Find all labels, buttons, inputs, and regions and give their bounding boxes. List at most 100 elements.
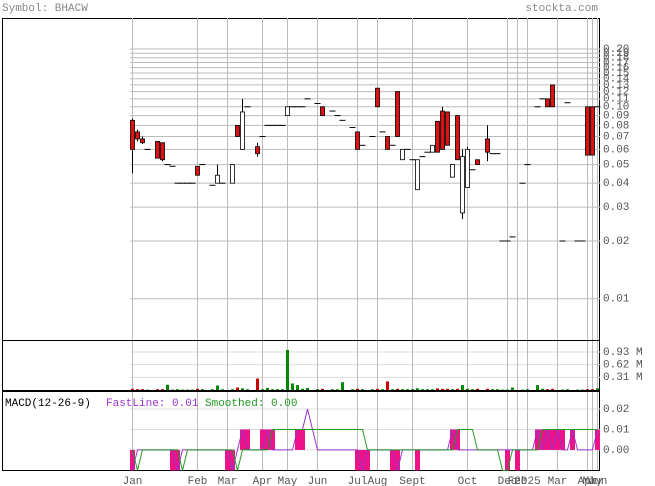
candle-body	[455, 115, 460, 161]
candle-body	[240, 111, 245, 150]
volume-bar	[141, 389, 144, 390]
candle-body	[255, 146, 260, 155]
volume-bar	[421, 389, 424, 390]
volume-bar	[486, 388, 489, 390]
macd-histogram-bar	[300, 429, 305, 450]
macd-histogram-bar	[175, 449, 180, 471]
candle-body	[435, 120, 440, 153]
y-tick-label: 0.62 M	[603, 360, 643, 372]
candle-body	[485, 138, 490, 153]
macd-histogram-bar	[170, 449, 175, 471]
x-tick-label: 2025	[514, 476, 540, 486]
y-tick-label: 0.06	[603, 144, 629, 156]
candle-body	[430, 144, 435, 153]
volume-bar	[586, 389, 589, 390]
x-tick-label: Apr	[253, 476, 273, 486]
volume-bar	[136, 389, 139, 390]
volume-bar	[341, 382, 344, 390]
volume-bar	[161, 389, 164, 390]
volume-bar	[176, 389, 179, 390]
volume-bar	[361, 389, 364, 390]
volume-bar	[231, 389, 234, 390]
x-tick-label: Dec	[498, 476, 518, 486]
macd-histogram-bar	[365, 449, 370, 471]
volume-bar	[291, 383, 294, 390]
volume-bar	[466, 388, 469, 390]
volume-bar	[436, 388, 439, 390]
x-tick-label: Mar	[548, 476, 568, 486]
volume-bar	[456, 388, 459, 390]
volume-bar	[336, 389, 339, 390]
legend-label: FastLine: 0.01	[106, 398, 199, 410]
candle-body	[460, 156, 465, 214]
volume-bar	[386, 381, 389, 390]
y-tick-label: 0.19	[603, 48, 629, 60]
y-tick-label: 0.31 M	[603, 372, 643, 384]
volume-bar	[441, 388, 444, 390]
candle-body	[135, 131, 140, 140]
macd-histogram-bar	[415, 449, 420, 471]
macd-histogram-bar	[240, 429, 245, 450]
volume-bar	[306, 387, 309, 390]
volume-bar	[261, 389, 264, 390]
volume-bar	[401, 389, 404, 390]
macd-histogram-bar	[455, 429, 460, 450]
y-tick-label: 0.13	[603, 80, 629, 92]
y-tick-label: 0.08	[603, 120, 629, 132]
volume-bar	[196, 388, 199, 390]
macd-histogram-bar	[130, 449, 135, 471]
volume-bar	[536, 385, 539, 390]
volume-bar	[491, 389, 494, 390]
y-tick-label: 0.17	[603, 57, 629, 69]
volume-bar	[511, 387, 514, 390]
candle-body	[395, 91, 400, 137]
volume-bar	[496, 389, 499, 390]
source: stockta.com	[525, 3, 598, 15]
macd-histogram-bar	[560, 429, 565, 450]
y-tick-label: 0.12	[603, 86, 629, 98]
volume-bar	[431, 389, 434, 390]
x-tick-label: Oct	[458, 476, 478, 486]
volume-bar	[156, 389, 159, 390]
macd-histogram-bar	[545, 429, 550, 450]
volume-bar	[416, 388, 419, 390]
y-tick-label: 0.20	[603, 44, 629, 56]
macd-histogram-bar	[515, 449, 520, 471]
macd-line	[132, 428, 598, 471]
volume-bar	[281, 389, 284, 390]
volume-bar	[241, 388, 244, 390]
macd-histogram-bar	[390, 449, 395, 471]
volume-bar	[286, 349, 289, 390]
volume-bar	[301, 388, 304, 390]
macd-histogram-bar	[570, 429, 575, 450]
volume-bar	[396, 388, 399, 390]
volume-bar	[376, 388, 379, 390]
volume-bar	[451, 389, 454, 390]
x-tick-label: May	[278, 476, 298, 486]
candle-body	[155, 141, 160, 159]
x-tick-label: Jul	[348, 476, 368, 486]
x-tick-label: Aug	[368, 476, 388, 486]
volume-bar	[321, 388, 324, 390]
volume-bar	[526, 389, 529, 390]
y-tick-label: 0.00	[603, 445, 629, 457]
volume-bar	[371, 389, 374, 390]
y-tick-label: 0.10	[603, 102, 629, 114]
volume-bar	[201, 389, 204, 390]
volume-bar	[351, 389, 354, 390]
candle-body	[320, 106, 325, 116]
x-tick-label: Mar	[218, 476, 238, 486]
y-tick-label: 0.05	[603, 159, 629, 171]
candle-body	[475, 159, 480, 165]
volume-bar	[426, 389, 429, 390]
macd-histogram-bar	[540, 429, 545, 450]
volume-bar	[471, 389, 474, 390]
candle-body	[130, 119, 135, 150]
volume-bar	[476, 388, 479, 390]
x-tick-label: Jun	[308, 476, 328, 486]
y-tick-label: 0.01	[603, 424, 630, 436]
candle-body	[445, 111, 450, 146]
candle-body	[230, 164, 235, 184]
candle-body	[400, 148, 405, 161]
